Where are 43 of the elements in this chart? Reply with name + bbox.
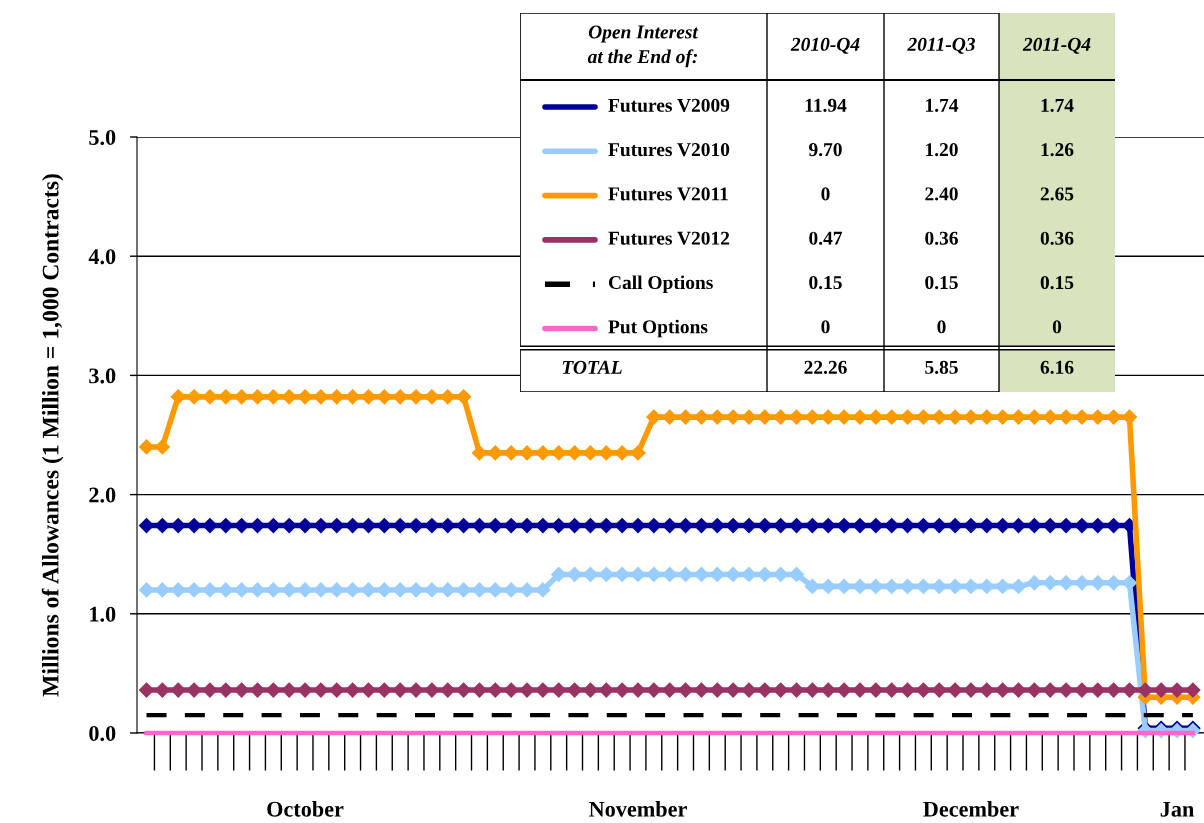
annotation: 0 bbox=[821, 320, 830, 334]
annotation: 2.40 bbox=[925, 187, 958, 201]
legend-label: Put Options bbox=[608, 319, 708, 338]
text: 2011-Q3 bbox=[907, 37, 976, 54]
y-tick-label: 0.0 bbox=[89, 725, 116, 742]
annotation: 2.65 bbox=[1040, 187, 1074, 201]
text: 11.94 bbox=[805, 98, 847, 112]
annotation: 0.36 bbox=[1040, 231, 1074, 245]
x-tick-label: Jan bbox=[1160, 801, 1194, 817]
annotation: TOTAL bbox=[562, 360, 622, 374]
x-tick-label: November bbox=[589, 801, 687, 817]
y-tick-label: 2.0 bbox=[89, 487, 116, 503]
annotation: 0 bbox=[1052, 320, 1062, 334]
legend-label: Futures V2011 bbox=[608, 187, 728, 201]
y-tick-label: 1.0 bbox=[90, 606, 116, 622]
legend-label: Futures V2012 bbox=[608, 231, 730, 245]
annotation: 0.47 bbox=[809, 231, 843, 245]
y-tick-label: 4.0 bbox=[88, 249, 116, 265]
legend-label: Futures V2010 bbox=[608, 143, 730, 157]
text: 2011-Q4 bbox=[1022, 37, 1091, 54]
text: 1.74 bbox=[1041, 98, 1074, 112]
annotation: 0.15 bbox=[809, 275, 842, 290]
y-tick-label: 5.0 bbox=[89, 129, 116, 146]
legend-label: Futures V2009 bbox=[608, 98, 730, 112]
y-axis-title: Millions of Allowances (1 Million = 1,000 Contracts) bbox=[41, 174, 64, 697]
annotation: 22.26 bbox=[804, 360, 847, 374]
annotation: 0 bbox=[937, 320, 946, 334]
annotation: 0.15 bbox=[1040, 275, 1074, 290]
annotation: 9.70 bbox=[809, 143, 842, 157]
y-tick-label: 3.0 bbox=[89, 368, 116, 384]
annotation: 1.20 bbox=[926, 143, 958, 157]
annotation: 6.16 bbox=[1040, 360, 1074, 374]
text: 2010-Q4 bbox=[790, 37, 860, 54]
annotation: 1.26 bbox=[1041, 143, 1074, 157]
text: Open Interest at the End of: bbox=[587, 25, 699, 68]
x-tick-label: December bbox=[923, 801, 1019, 817]
annotation: 0.36 bbox=[925, 231, 958, 245]
annotation: 5.85 bbox=[925, 360, 958, 374]
legend-label: Call Options bbox=[608, 275, 713, 294]
annotation: 0 bbox=[821, 187, 830, 201]
text: 1.74 bbox=[926, 98, 959, 112]
x-tick-label: October bbox=[267, 801, 344, 817]
annotation: 0.15 bbox=[925, 275, 958, 290]
